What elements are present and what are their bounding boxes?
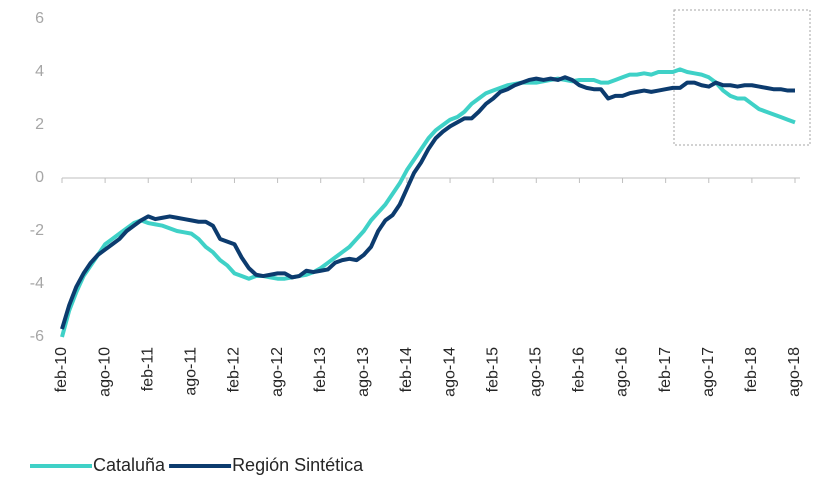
x-tick-label: ago-16 [614, 347, 631, 397]
x-tick-label: ago-17 [700, 347, 717, 397]
highlight-box [673, 9, 811, 146]
y-tick-label: -4 [30, 275, 44, 292]
y-tick-label: 2 [35, 116, 44, 133]
x-tick-label: feb-12 [226, 347, 243, 392]
y-tick-label: 6 [35, 10, 44, 27]
x-tick-label: feb-10 [53, 347, 70, 392]
x-tick-label: ago-13 [355, 347, 372, 397]
x-tick-label: feb-14 [398, 347, 415, 392]
x-tick-label: feb-15 [484, 347, 501, 392]
x-tick-label: feb-17 [657, 347, 674, 392]
series-line [60, 67, 796, 338]
x-tick-label: feb-18 [743, 347, 760, 392]
legend-label: Cataluña [93, 455, 166, 475]
x-tick-label: feb-11 [139, 347, 156, 391]
x-tick-label: ago-14 [441, 347, 458, 397]
x-tick-label: ago-12 [269, 347, 286, 397]
series-line [60, 75, 795, 330]
x-tick-label: ago-18 [786, 347, 803, 397]
y-tick-label: -2 [30, 222, 44, 239]
y-tick-label: 4 [35, 63, 44, 80]
y-tick-label: 0 [35, 169, 44, 186]
x-tick-label: ago-15 [528, 347, 545, 397]
x-tick-label: ago-10 [96, 347, 113, 397]
y-tick-label: -6 [30, 328, 44, 345]
x-tick-label: feb-13 [312, 347, 329, 392]
x-tick-label: feb-16 [571, 347, 588, 392]
legend-label: Región Sintética [232, 455, 364, 475]
x-tick-label: ago-11 [183, 347, 200, 396]
